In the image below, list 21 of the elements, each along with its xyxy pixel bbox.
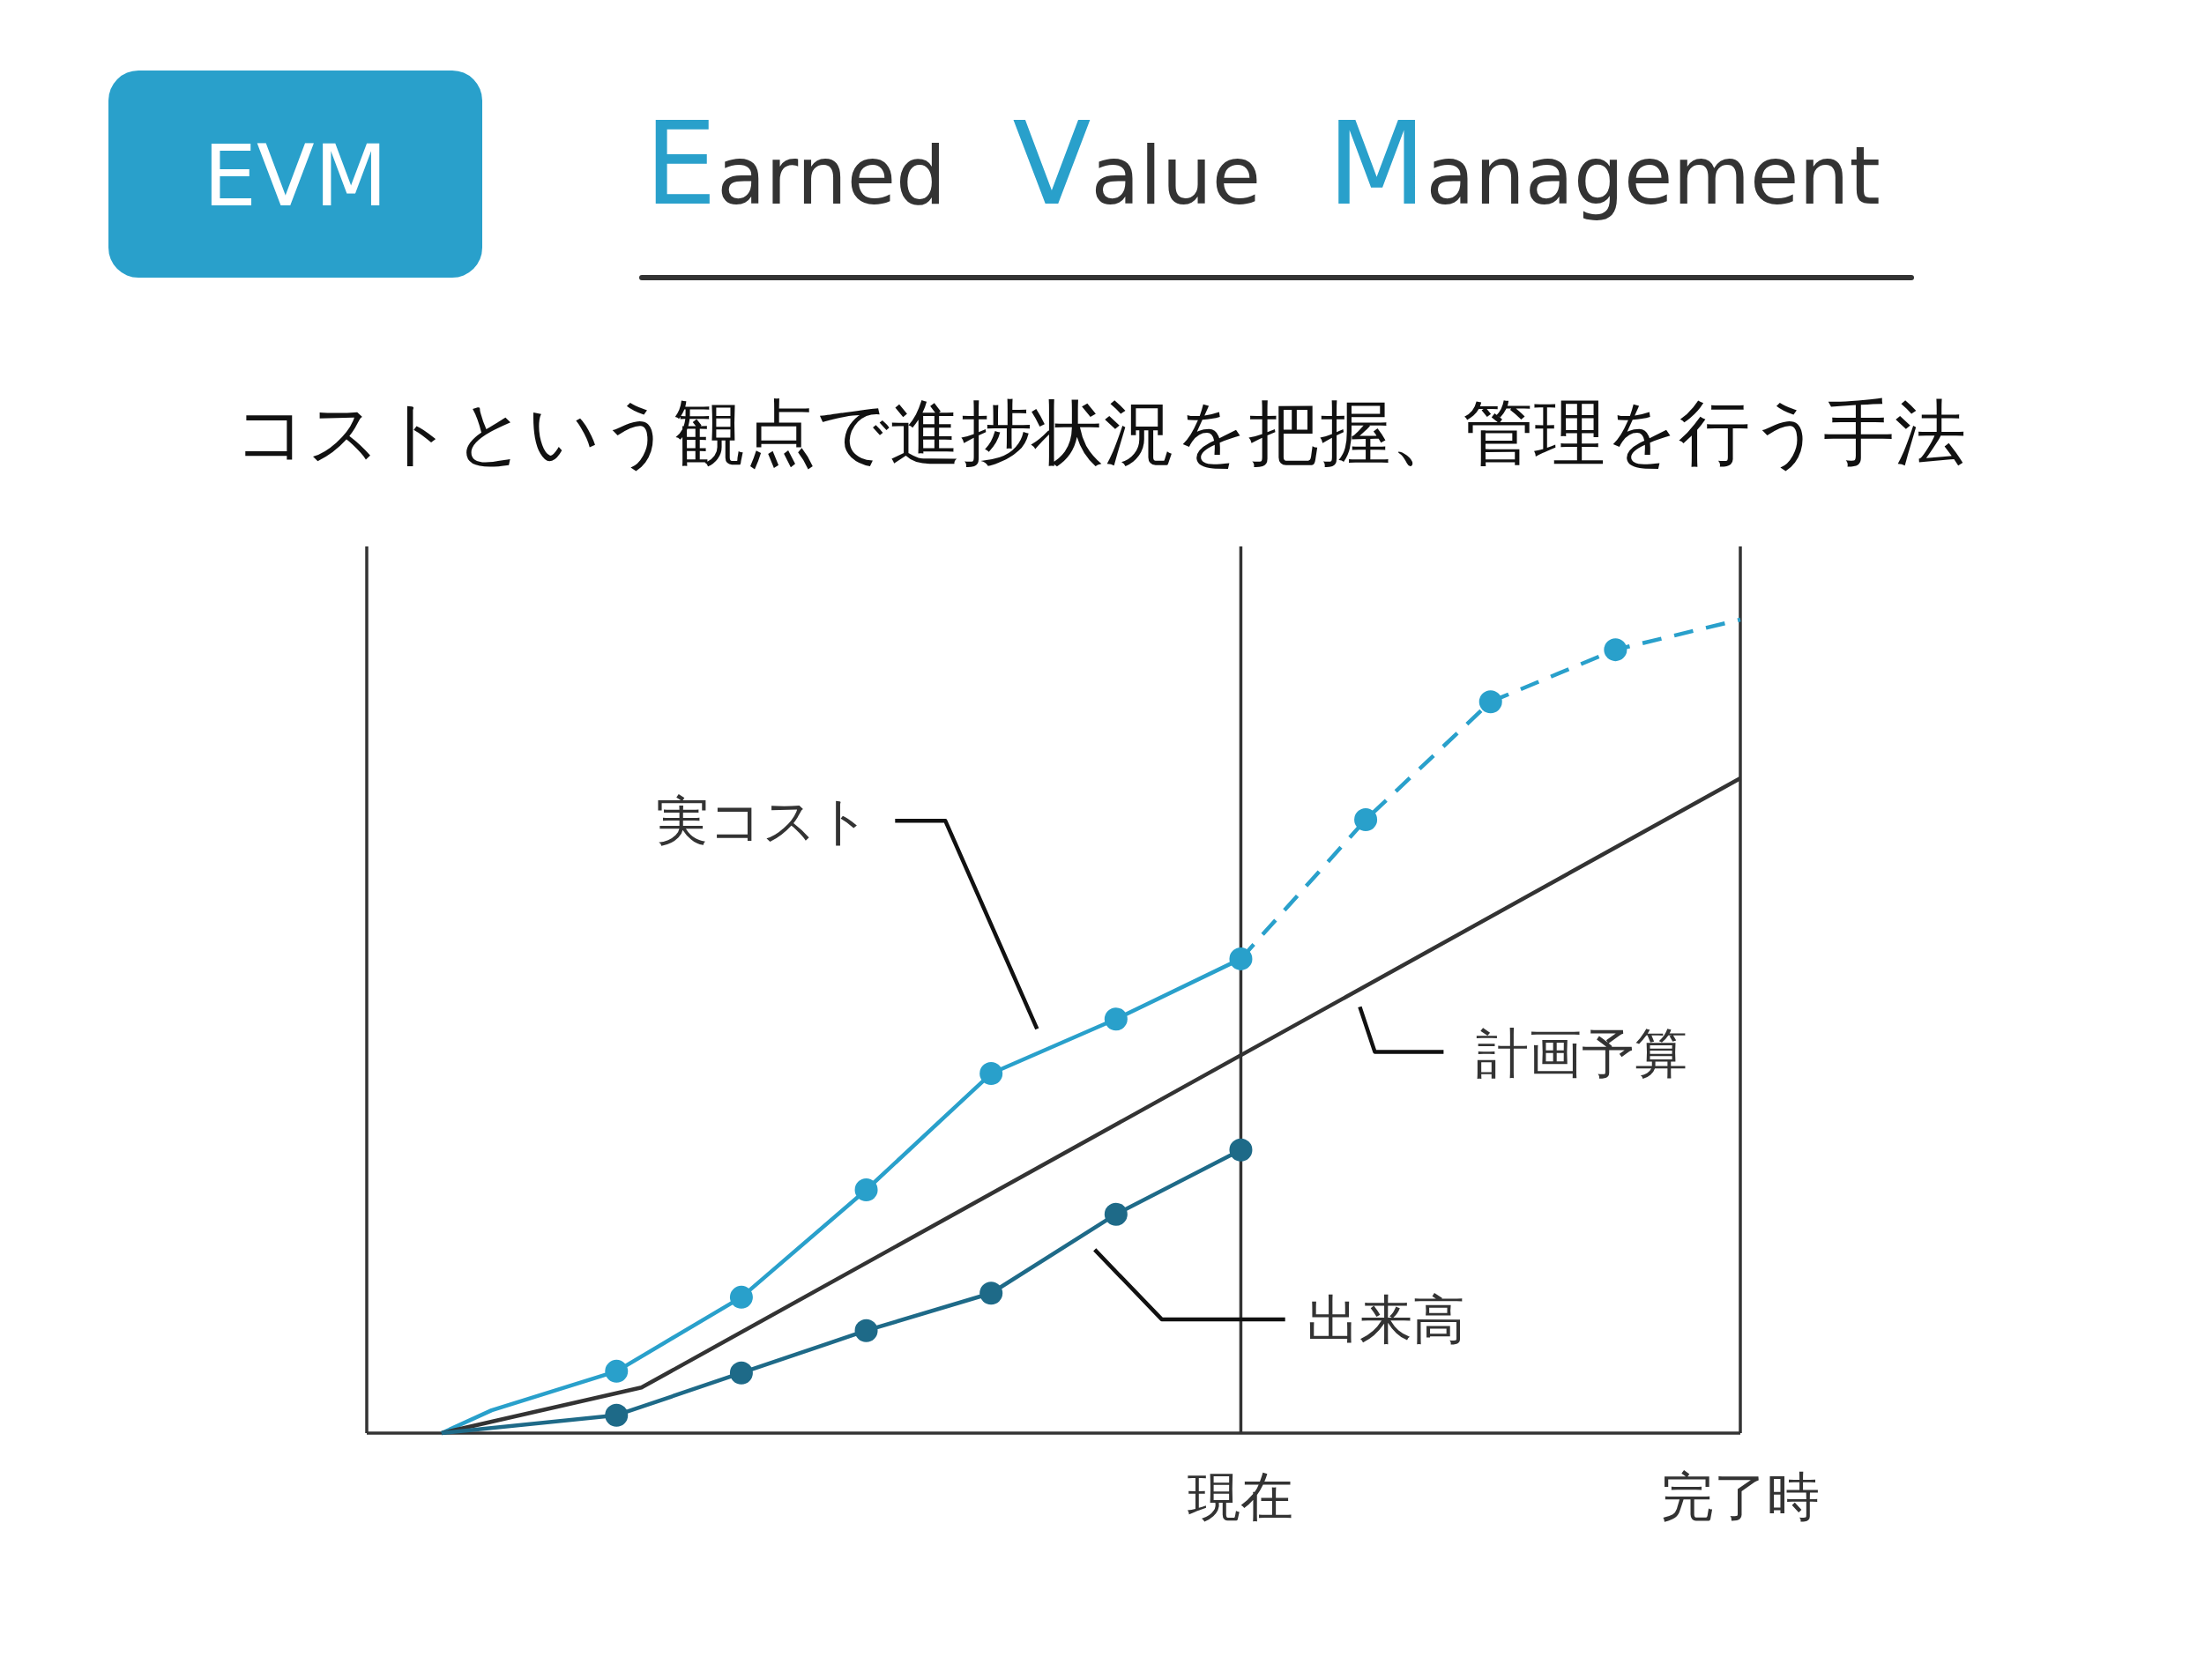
subtitle: コストという観点で進捗状況を把握、管理を行う手法 <box>235 391 1966 474</box>
point <box>1229 947 1253 970</box>
point <box>1104 1202 1128 1226</box>
point <box>605 1403 629 1427</box>
series-label: 計画予算 <box>1476 1022 1688 1085</box>
point <box>1354 808 1378 832</box>
point <box>1104 1007 1128 1031</box>
point <box>605 1359 629 1383</box>
point <box>729 1361 753 1385</box>
point <box>979 1062 1003 1086</box>
point <box>979 1282 1003 1305</box>
point <box>1478 690 1502 714</box>
title: Earned Value Management <box>644 97 1881 231</box>
point <box>729 1285 753 1309</box>
point <box>1229 1138 1253 1162</box>
x-tick-label: 完了時 <box>1661 1466 1820 1527</box>
x-tick-label: 現在 <box>1188 1466 1294 1527</box>
point <box>1604 638 1627 662</box>
point <box>854 1178 878 1202</box>
point <box>854 1319 878 1342</box>
annotation: EVM <box>203 127 388 226</box>
